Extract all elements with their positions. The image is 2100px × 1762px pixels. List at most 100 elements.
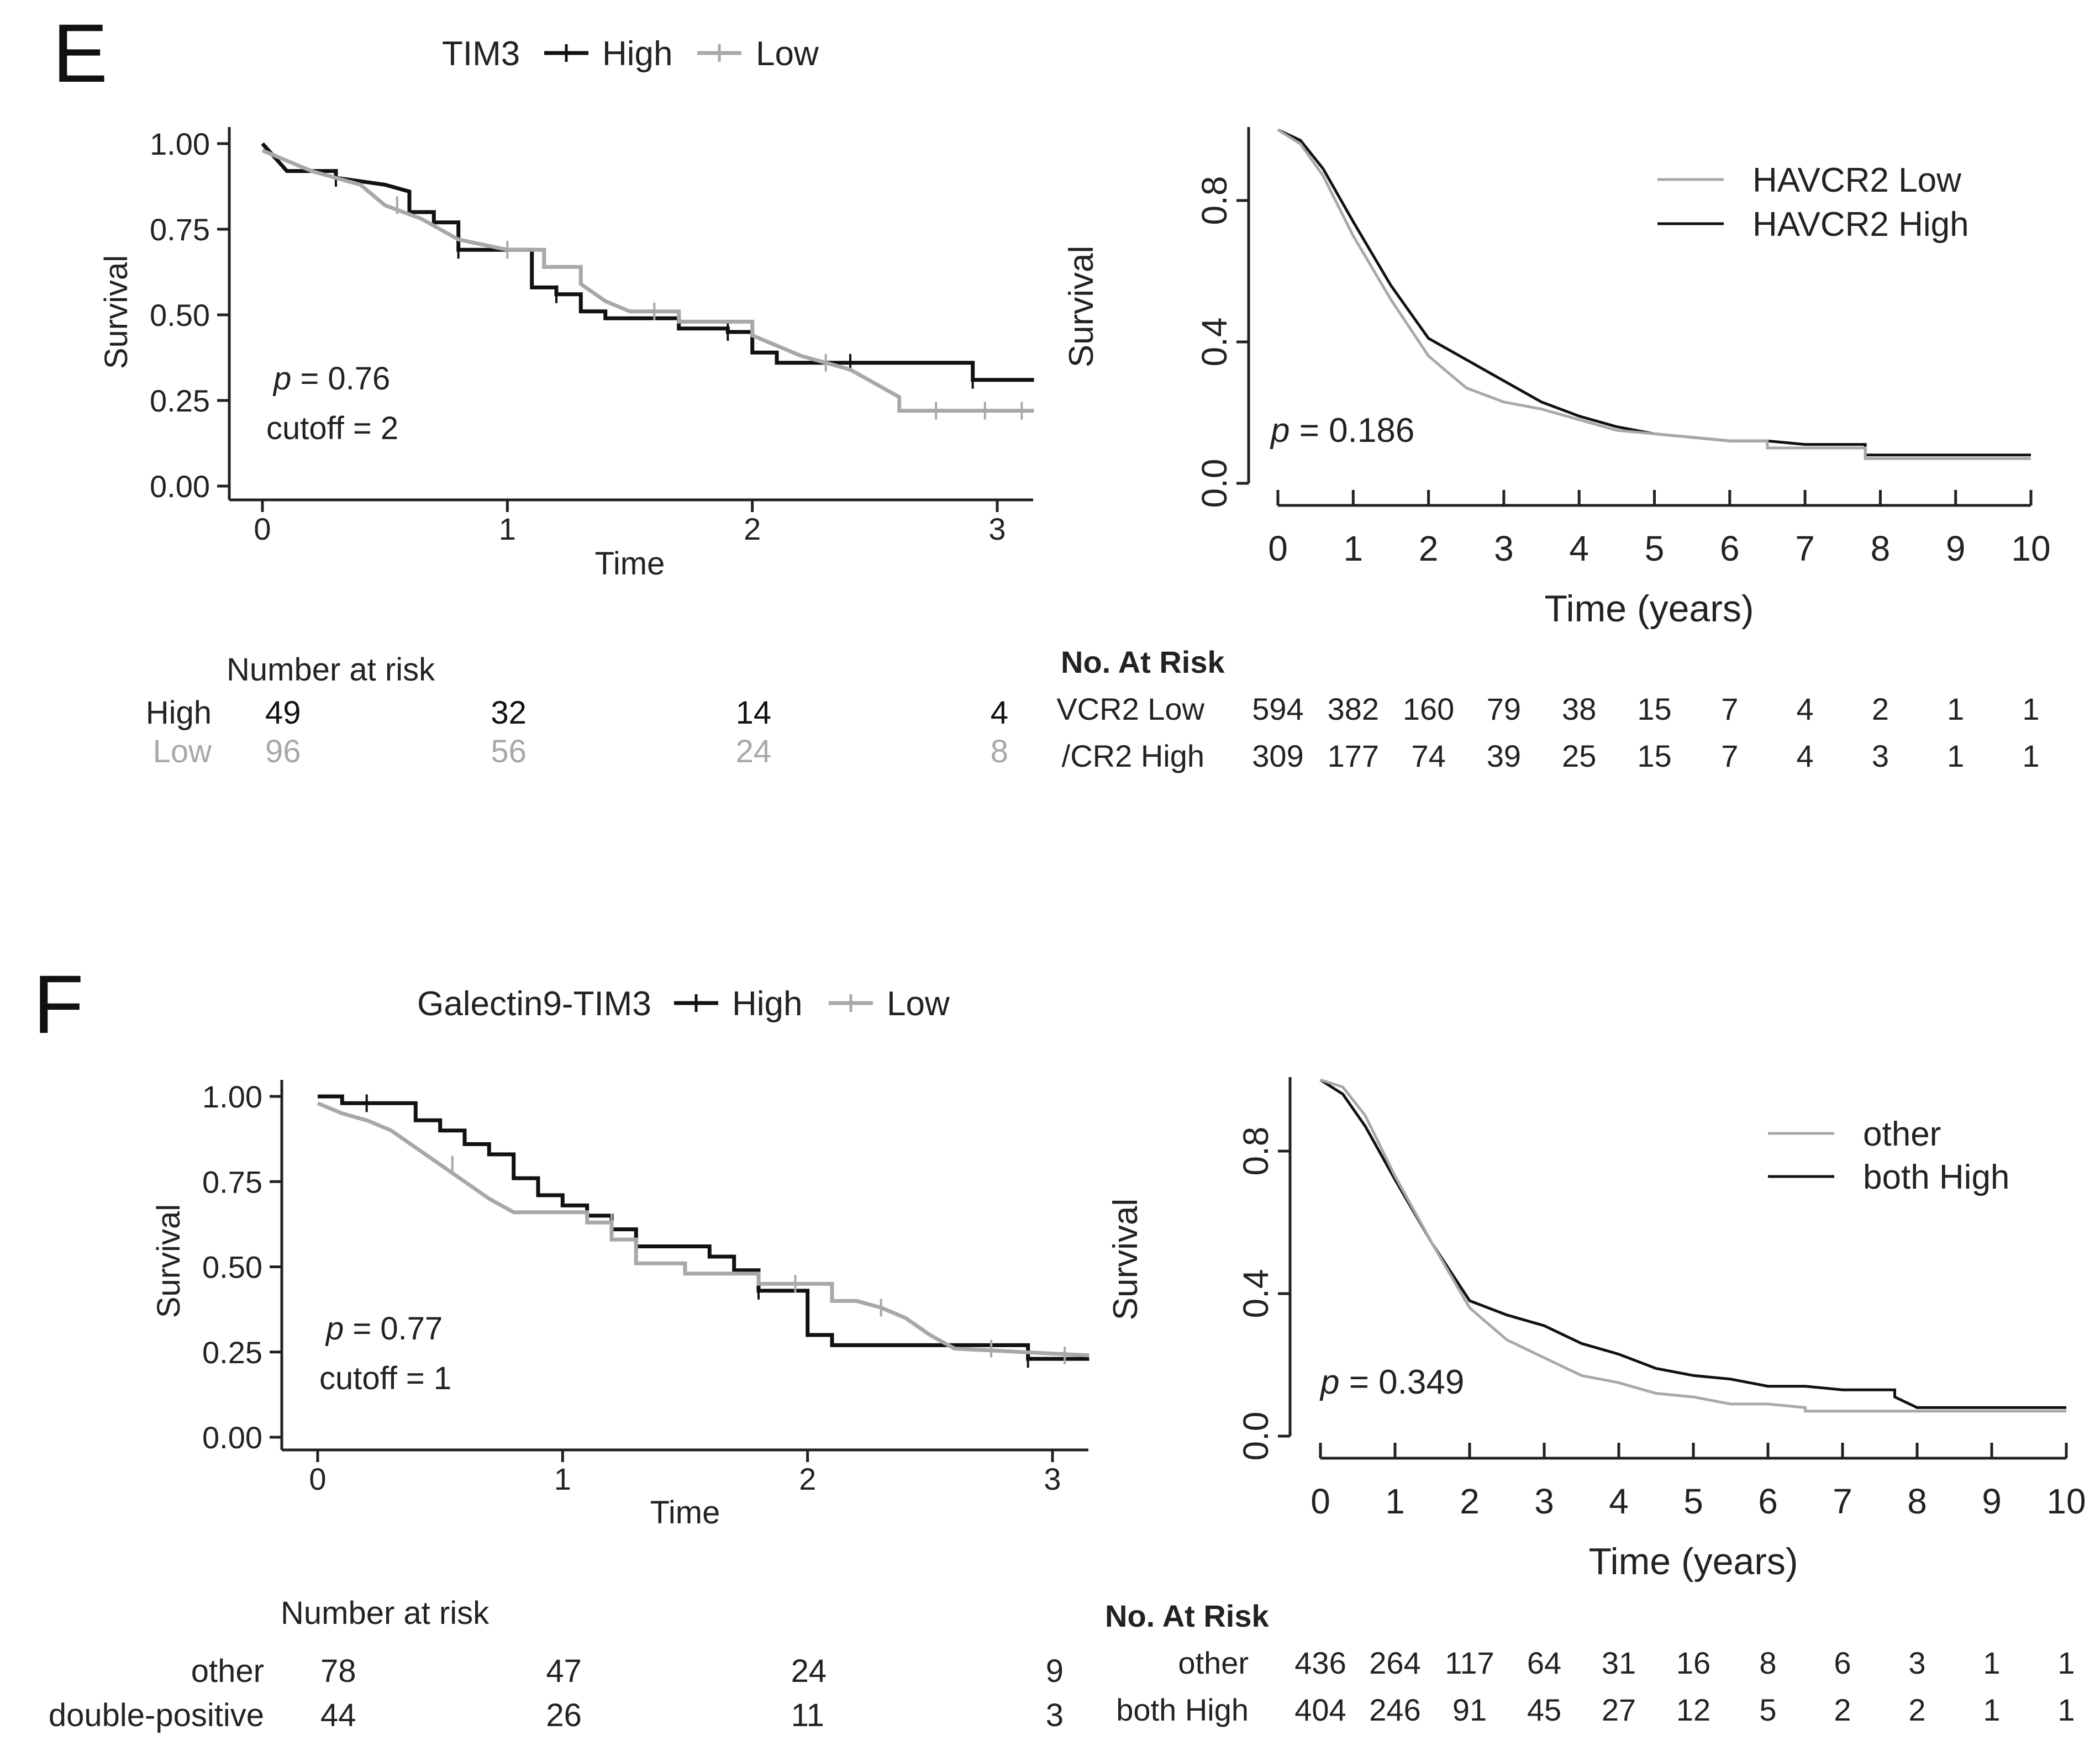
pvalue-symbol-e-right: p bbox=[1270, 412, 1290, 450]
y-tick-label-e-left-1: 0.25 bbox=[150, 383, 210, 418]
x-tick-label-e-right-0: 0 bbox=[1268, 529, 1288, 568]
risk-count-f-right-1-2: 91 bbox=[1452, 1692, 1487, 1727]
pvalue-symbol-e-left: p bbox=[272, 361, 291, 397]
x-tick-label-f-right-1: 1 bbox=[1385, 1481, 1405, 1521]
y-tick-label-f-right-2: 0.8 bbox=[1236, 1127, 1276, 1176]
risk-count-e-left-0-1: 32 bbox=[491, 695, 527, 731]
xlabel-e-left: Time bbox=[595, 546, 665, 582]
risk-count-f-right-0-6: 8 bbox=[1759, 1645, 1776, 1680]
x-tick-label-e-right-3: 3 bbox=[1494, 529, 1514, 568]
risk-count-e-right-1-2: 74 bbox=[1411, 738, 1445, 773]
x-tick-label-e-left-1: 1 bbox=[499, 511, 516, 546]
legend-e-right: HAVCR2 Low HAVCR2 High bbox=[1657, 161, 1969, 244]
axes-f-left: 0.00 0.25 0.50 0.75 1.00 0 1 2 3 78 47 24 9 44 26 11 3 bbox=[202, 1079, 1090, 1733]
risk-count-e-right-0-2: 160 bbox=[1403, 692, 1454, 726]
legend-label-low-e-right: HAVCR2 Low bbox=[1752, 161, 1961, 199]
risk-count-f-left-1-1: 26 bbox=[546, 1697, 582, 1733]
x-tick-label-f-right-0: 0 bbox=[1310, 1481, 1330, 1521]
risk-count-e-right-1-3: 39 bbox=[1487, 738, 1521, 773]
legend-label-high-e-left: High bbox=[602, 35, 673, 73]
risk-count-e-left-0-3: 4 bbox=[991, 695, 1008, 731]
axes-e-left: 0.00 0.25 0.50 0.75 1.00 0 1 2 3 49 32 14 4 96 56 24 8 bbox=[150, 126, 1034, 769]
x-tick-label-f-right-10: 10 bbox=[2046, 1481, 2086, 1521]
risk-count-e-right-1-9: 1 bbox=[1947, 738, 1964, 773]
risk-count-f-left-0-3: 9 bbox=[1046, 1653, 1064, 1689]
y-tick-label-f-left-4: 1.00 bbox=[202, 1079, 262, 1114]
x-tick-label-e-right-2: 2 bbox=[1419, 529, 1439, 568]
x-tick-label-e-right-7: 7 bbox=[1795, 529, 1815, 568]
series-line-e-right-0 bbox=[1277, 128, 2031, 457]
risk-count-f-left-0-2: 24 bbox=[791, 1653, 827, 1689]
risk-count-f-right-1-5: 12 bbox=[1676, 1692, 1710, 1727]
legend-label-both-f-right: both High bbox=[1863, 1158, 2009, 1196]
y-tick-label-f-left-2: 0.50 bbox=[202, 1250, 262, 1285]
risktable-title-e-left: Number at risk bbox=[227, 652, 435, 688]
xlabel-f-left: Time bbox=[650, 1495, 720, 1531]
x-tick-label-e-right-9: 9 bbox=[1946, 529, 1966, 568]
xlabel-f-right: Time (years) bbox=[1588, 1541, 1798, 1582]
risk-count-e-right-0-1: 382 bbox=[1328, 692, 1379, 726]
cutoff-f-left: cutoff = 1 bbox=[319, 1360, 451, 1396]
x-tick-label-e-right-5: 5 bbox=[1645, 529, 1665, 568]
y-tick-label-e-left-3: 0.75 bbox=[150, 212, 210, 247]
risk-count-f-right-1-7: 2 bbox=[1834, 1692, 1851, 1727]
risk-count-f-right-0-4: 31 bbox=[1602, 1645, 1636, 1680]
risk-count-f-right-1-9: 1 bbox=[1983, 1692, 2000, 1727]
legend-label-low-f-left: Low bbox=[887, 985, 950, 1023]
x-tick-label-f-right-6: 6 bbox=[1758, 1481, 1778, 1521]
x-tick-label-e-left-2: 2 bbox=[744, 511, 761, 546]
risktable-e-right: No. At Risk VCR2 Low /CR2 High bbox=[1056, 645, 1225, 773]
panel-label-e: E bbox=[52, 7, 108, 99]
risk-count-f-right-1-3: 45 bbox=[1527, 1692, 1561, 1727]
risk-count-f-right-1-6: 5 bbox=[1759, 1692, 1776, 1727]
risk-count-e-left-0-2: 14 bbox=[736, 695, 772, 731]
risk-count-e-right-0-9: 1 bbox=[1947, 692, 1964, 726]
x-tick-label-e-left-0: 0 bbox=[254, 511, 271, 546]
y-tick-label-f-left-3: 0.75 bbox=[202, 1164, 262, 1199]
risk-count-e-right-0-6: 7 bbox=[1721, 692, 1738, 726]
legend-title-f-left: Galectin9-TIM3 bbox=[417, 985, 651, 1023]
risk-label-high-e-left: High bbox=[146, 695, 212, 731]
y-tick-label-f-right-1: 0.4 bbox=[1236, 1269, 1276, 1318]
risk-label-double-f-left: double-positive bbox=[49, 1697, 264, 1733]
risk-count-f-right-0-3: 64 bbox=[1527, 1645, 1561, 1680]
risk-count-f-right-1-10: 1 bbox=[2057, 1692, 2075, 1727]
x-tick-label-f-right-5: 5 bbox=[1683, 1481, 1703, 1521]
x-tick-label-f-right-3: 3 bbox=[1534, 1481, 1554, 1521]
risktable-title-f-left: Number at risk bbox=[281, 1595, 490, 1631]
risk-count-f-left-1-3: 3 bbox=[1046, 1697, 1064, 1733]
risk-count-e-left-1-3: 8 bbox=[991, 734, 1008, 769]
risk-count-e-right-0-4: 38 bbox=[1562, 692, 1596, 726]
risk-count-e-right-1-5: 15 bbox=[1637, 738, 1671, 773]
x-tick-label-f-right-2: 2 bbox=[1460, 1481, 1480, 1521]
x-tick-label-f-left-3: 3 bbox=[1044, 1462, 1061, 1496]
risk-count-e-right-1-4: 25 bbox=[1562, 738, 1596, 773]
x-tick-label-e-right-8: 8 bbox=[1871, 529, 1891, 568]
chart-f-left: Galectin9-TIM3 High Low 0.00 0.25 0.50 0.75… bbox=[49, 985, 1090, 1733]
risk-count-e-right-1-1: 177 bbox=[1328, 738, 1379, 773]
risk-count-f-right-1-4: 27 bbox=[1602, 1692, 1636, 1727]
x-tick-label-e-right-6: 6 bbox=[1720, 529, 1740, 568]
x-tick-label-f-right-8: 8 bbox=[1907, 1481, 1927, 1521]
risktable-title-e-right: No. At Risk bbox=[1061, 645, 1225, 679]
x-tick-label-f-right-7: 7 bbox=[1833, 1481, 1852, 1521]
series-line-f-left-1 bbox=[317, 1101, 1090, 1358]
y-tick-label-e-right-1: 0.4 bbox=[1194, 318, 1234, 367]
ylabel-f-left: Survival bbox=[151, 1204, 187, 1318]
risk-count-f-right-1-8: 2 bbox=[1908, 1692, 1925, 1727]
x-tick-label-f-left-0: 0 bbox=[309, 1462, 326, 1496]
risk-count-f-right-1-0: 404 bbox=[1294, 1692, 1346, 1727]
pvalue-e-left: p = 0.76 bbox=[272, 361, 390, 397]
risk-label-other-f-right: other bbox=[1178, 1645, 1249, 1680]
risk-label-low-e-left: Low bbox=[153, 734, 213, 769]
series-line-e-right-1 bbox=[1277, 128, 2031, 460]
risk-count-e-right-0-0: 594 bbox=[1252, 692, 1303, 726]
risktable-f-left: Number at risk other double-positive bbox=[49, 1595, 490, 1733]
y-tick-label-e-right-0: 0.0 bbox=[1194, 459, 1234, 508]
legend-f-left: Galectin9-TIM3 High Low bbox=[417, 985, 950, 1023]
risk-count-f-right-0-5: 16 bbox=[1676, 1645, 1710, 1680]
risk-count-f-right-0-2: 117 bbox=[1445, 1645, 1494, 1680]
panel-label-f: F bbox=[33, 958, 84, 1051]
